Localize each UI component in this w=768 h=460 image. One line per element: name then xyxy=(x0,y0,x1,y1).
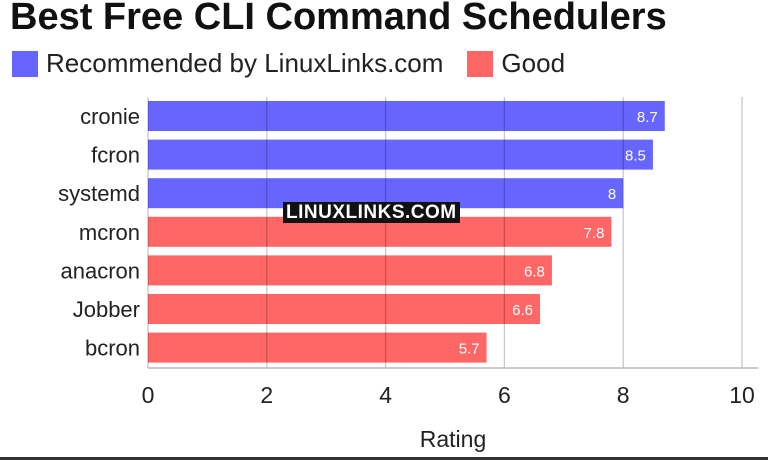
category-label-systemd: systemd xyxy=(58,181,140,206)
category-label-anacron: anacron xyxy=(60,258,140,283)
x-tick-label-0: 0 xyxy=(142,382,155,408)
x-tick-label-8: 8 xyxy=(617,382,630,408)
category-label-mcron: mcron xyxy=(79,220,140,245)
bottom-border xyxy=(0,457,768,460)
bar-cronie xyxy=(148,101,665,131)
bar-Jobber xyxy=(148,294,541,324)
x-tick-label-6: 6 xyxy=(498,382,511,408)
x-axis-label: Rating xyxy=(420,426,486,452)
legend-label-good: Good xyxy=(501,48,566,78)
watermark: LINUXLINKS.COM xyxy=(283,202,460,223)
legend-swatch-good xyxy=(467,50,494,77)
category-label-fcron: fcron xyxy=(91,143,140,168)
data-label-fcron: 8.5 xyxy=(625,148,646,165)
data-label-bcron: 5.7 xyxy=(459,341,480,358)
legend-swatch-recommended xyxy=(12,50,38,77)
data-label-anacron: 6.8 xyxy=(524,263,545,280)
bar-fcron xyxy=(148,139,653,170)
legend-label-recommended: Recommended by LinuxLinks.com xyxy=(46,48,444,78)
x-tick-label-4: 4 xyxy=(379,382,392,408)
data-label-cronie: 8.7 xyxy=(637,109,658,126)
x-tick-label-10: 10 xyxy=(729,382,755,408)
category-label-bcron: bcron xyxy=(85,336,140,361)
data-label-systemd: 8 xyxy=(608,186,616,203)
data-label-Jobber: 6.6 xyxy=(512,302,533,319)
chart-title: Best Free CLI Command Schedulers xyxy=(10,0,667,38)
bar-bcron xyxy=(148,332,487,363)
bar-anacron xyxy=(148,255,552,286)
category-label-cronie: cronie xyxy=(80,104,140,129)
legend: Recommended by LinuxLinks.com Good xyxy=(12,48,589,79)
data-label-mcron: 7.8 xyxy=(583,225,604,242)
legend-item-good: Good xyxy=(467,48,565,79)
legend-item-recommended: Recommended by LinuxLinks.com xyxy=(12,48,443,79)
category-label-Jobber: Jobber xyxy=(73,297,140,322)
x-tick-label-2: 2 xyxy=(260,382,273,408)
